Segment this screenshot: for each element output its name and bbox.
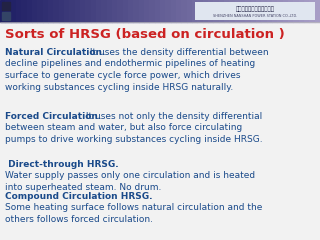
Bar [208, 0, 213, 22]
Bar [277, 0, 283, 22]
Bar [43, 0, 48, 22]
Bar [176, 0, 181, 22]
Text: Direct-through HRSG.: Direct-through HRSG. [5, 160, 119, 169]
Bar [195, 2, 315, 20]
Bar [27, 0, 32, 22]
Bar [245, 0, 251, 22]
Bar [283, 0, 288, 22]
Text: into superheated steam. No drum.: into superheated steam. No drum. [5, 183, 161, 192]
Bar [11, 0, 16, 22]
Bar [80, 0, 85, 22]
Bar [91, 0, 96, 22]
Bar [75, 0, 80, 22]
Bar [48, 0, 53, 22]
Bar [128, 0, 133, 22]
Bar [192, 0, 197, 22]
Bar [69, 0, 75, 22]
Bar [155, 0, 160, 22]
Bar [235, 0, 240, 22]
Text: Water supply passes only one circulation and is heated: Water supply passes only one circulation… [5, 172, 255, 180]
Text: SHENZHEN NANSHAN POWER STATION CO.,LTD.: SHENZHEN NANSHAN POWER STATION CO.,LTD. [213, 14, 297, 18]
Bar [160, 0, 165, 22]
Bar [304, 0, 309, 22]
Text: between steam and water, but also force circulating: between steam and water, but also force … [5, 124, 242, 132]
Bar [112, 0, 117, 22]
Bar [251, 0, 256, 22]
Bar [229, 0, 235, 22]
Bar [213, 0, 219, 22]
Text: others follows forced circulation.: others follows forced circulation. [5, 215, 153, 224]
Text: It uses not only the density differential: It uses not only the density differentia… [83, 112, 262, 121]
Bar [96, 0, 101, 22]
Bar [272, 0, 277, 22]
Bar [32, 0, 37, 22]
Bar [53, 0, 59, 22]
Text: It uses the density differential between: It uses the density differential between [87, 48, 268, 57]
Bar [101, 0, 107, 22]
Bar [117, 0, 123, 22]
Bar [0, 0, 5, 22]
Text: Some heating surface follows natural circulation and the: Some heating surface follows natural cir… [5, 204, 262, 212]
Bar [224, 0, 229, 22]
Bar [315, 0, 320, 22]
Text: decline pipelines and endothermic pipelines of heating: decline pipelines and endothermic pipeli… [5, 60, 255, 68]
Text: Sorts of HRSG (based on circulation ): Sorts of HRSG (based on circulation ) [5, 28, 285, 41]
Bar [133, 0, 139, 22]
Text: Natural Circulation.: Natural Circulation. [5, 48, 105, 57]
Bar [107, 0, 112, 22]
Bar [59, 0, 64, 22]
Text: 深圳南山热电股份有限公司: 深圳南山热电股份有限公司 [236, 6, 275, 12]
Bar [171, 0, 176, 22]
Bar [21, 0, 27, 22]
Bar [144, 0, 149, 22]
Text: pumps to drive working substances cycling inside HRSG.: pumps to drive working substances cyclin… [5, 135, 263, 144]
Bar [5, 0, 11, 22]
Bar [203, 0, 208, 22]
Bar [123, 0, 128, 22]
Bar [197, 0, 203, 22]
Bar [256, 0, 261, 22]
Bar [267, 0, 272, 22]
Bar [261, 0, 267, 22]
Bar [299, 0, 304, 22]
Text: Forced Circulation.: Forced Circulation. [5, 112, 101, 121]
Bar [288, 0, 293, 22]
Bar [187, 0, 192, 22]
Bar [85, 0, 91, 22]
Text: Compound Circulation HRSG.: Compound Circulation HRSG. [5, 192, 153, 201]
Bar [293, 0, 299, 22]
Bar [219, 0, 224, 22]
Text: working substances cycling inside HRSG naturally.: working substances cycling inside HRSG n… [5, 83, 233, 91]
Bar [181, 0, 187, 22]
Bar [149, 0, 155, 22]
Bar [2, 12, 10, 20]
Bar [309, 0, 315, 22]
Bar [2, 2, 10, 10]
Bar [165, 0, 171, 22]
Bar [240, 0, 245, 22]
Text: surface to generate cycle force power, which drives: surface to generate cycle force power, w… [5, 71, 241, 80]
Bar [16, 0, 21, 22]
Bar [64, 0, 69, 22]
Bar [139, 0, 144, 22]
Bar [37, 0, 43, 22]
